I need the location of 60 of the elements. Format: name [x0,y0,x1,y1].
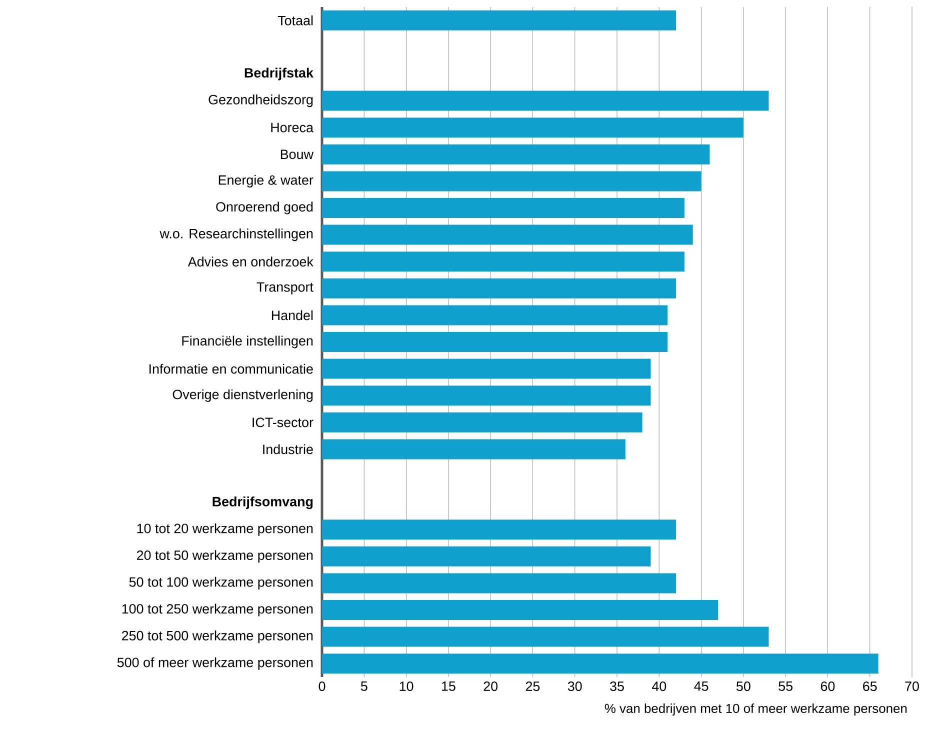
x-tick-label: 0 [318,682,326,692]
bar [322,626,769,647]
bar [322,252,684,272]
bar [322,412,642,432]
y-tick-label: Horeca [271,122,314,132]
x-tick-label: 50 [736,682,750,692]
y-tick-label: 500 of meer werkzame personen [117,657,313,670]
x-tick-label: 25 [526,682,540,692]
y-tick-label: Onroerend goed [216,202,313,214]
y-tick-label: 20 tot 50 werkzame personen [136,550,313,563]
y-tick-label: Totaal [278,15,313,26]
y-tick-label: 10 tot 20 werkzame personen [137,523,313,536]
bar [322,573,676,594]
bar [322,198,684,218]
x-tick-label: 60 [820,682,835,692]
bar [322,224,693,245]
bar [322,332,668,352]
x-tick-label: 35 [610,682,624,692]
y-tick-label: 250 tot 500 werkzame personen [122,630,313,644]
x-tick-label: 15 [442,682,456,691]
bar [322,600,718,620]
y-tick-label: 50 tot 100 werkzame personen [129,576,313,590]
bar [322,439,626,460]
x-tick-label: 20 [484,682,498,692]
y-tick-label: Bouw [280,150,314,160]
bar [322,654,878,674]
y-tick-label: Gezondheidszorg [208,94,313,108]
y-tick-label: 100 tot 250 werkzame personen [122,604,313,616]
x-tick-label: 45 [694,682,708,691]
bar [322,171,702,192]
x-tick-label: 30 [568,682,582,692]
y-tick-label: Bedrijfstak [244,68,314,80]
y-tick-label: Transport [256,282,314,294]
bar [322,520,676,540]
x-tick-label: 40 [652,682,666,692]
x-tick-label: 55 [778,682,792,691]
bar [322,10,676,30]
y-tick-label: Financiële instellingen [182,336,313,348]
bar [322,546,651,566]
y-tick-label: w.o. Researchinstellingen [160,228,313,242]
bar [322,118,744,138]
bar [322,386,651,406]
y-tick-label: Energie & water [218,174,314,188]
bar [322,278,676,298]
x-tick-label: 5 [360,682,368,691]
x-tick-label: 10 [400,682,414,692]
y-tick-label: Bedrijfsomvang [212,496,313,510]
bar [322,144,710,164]
x-axis-title: % van bedrijven met 10 of meer werkzame personen [604,704,907,716]
y-tick-label: ICT-sector [252,418,314,428]
bar [322,305,668,326]
bar [322,90,769,111]
y-tick-label: Handel [272,310,313,320]
y-tick-label: Advies en onderzoek [188,256,314,267]
y-tick-label: Informatie en communicatie [150,364,313,374]
y-tick-label: Overige dienstverlening [172,389,313,402]
bar [322,358,651,379]
x-tick-label: 65 [863,682,877,692]
y-tick-label: Industrie [263,444,313,454]
x-tick-label: 70 [905,682,919,692]
